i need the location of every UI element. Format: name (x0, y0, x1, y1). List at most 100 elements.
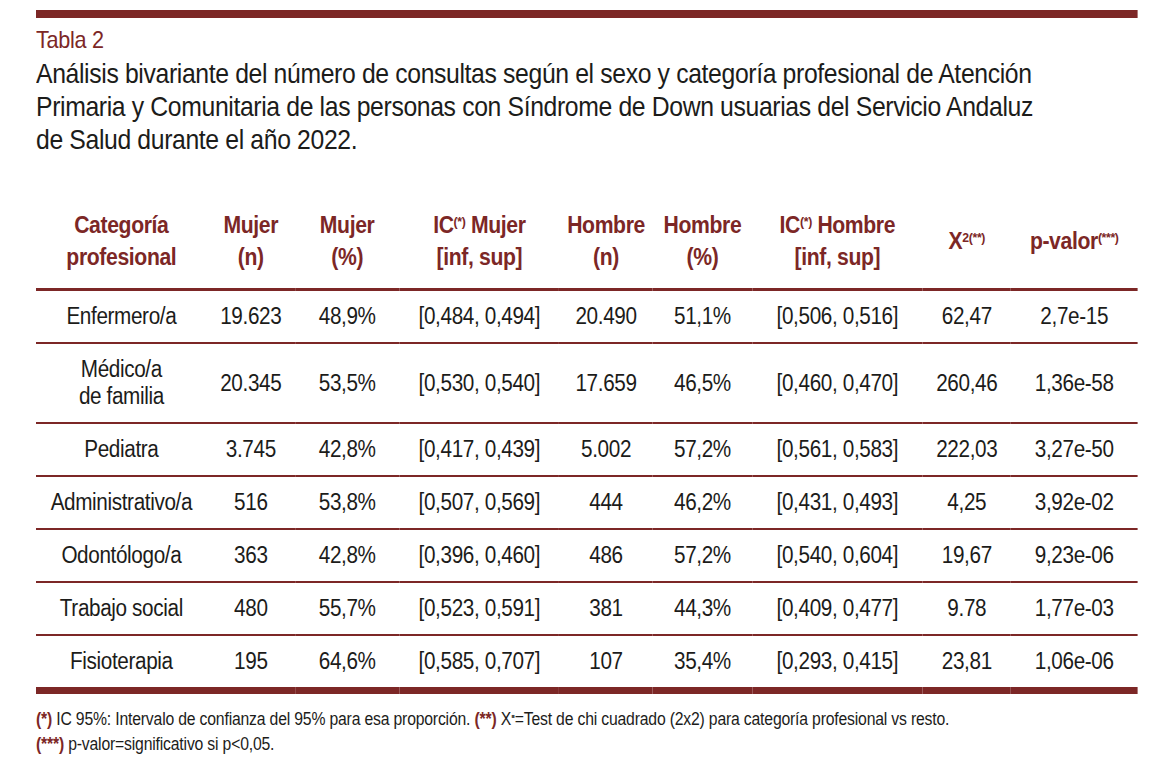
cell-hombre-n: 444 (559, 476, 653, 529)
cell-ic-mujer: [0,507, 0,569] (400, 476, 560, 529)
table-row: Médico/a de familia 20.345 53,5% [0,530,… (36, 343, 1138, 423)
cell-mujer-n: 480 (207, 582, 295, 635)
col-header-mujer-pct: Mujer (%) (295, 206, 400, 289)
cell-chi2: 19,67 (923, 529, 1011, 582)
col-header-ic-mujer: IC(*) Mujer [inf, sup] (400, 206, 560, 289)
cell-hombre-n: 20.490 (559, 290, 653, 344)
cell-p-valor: 3,92e-02 (1011, 476, 1138, 529)
cell-mujer-n: 19.623 (207, 290, 295, 344)
footnote-marker-double-asterisk: (**) (474, 709, 496, 729)
cell-ic-mujer: [0,396, 0,460] (400, 529, 560, 582)
cell-ic-hombre: [0,409, 0,477] (752, 582, 923, 635)
col-header-ic-hombre: IC(*) Hombre[inf, sup] (752, 206, 923, 289)
cell-chi2: 222,03 (923, 423, 1011, 476)
cell-hombre-n: 107 (559, 635, 653, 691)
col-header-hombre-n: Hombre (n) (559, 206, 653, 289)
footnote-marker-asterisk: (*) (36, 709, 52, 729)
chi2-sup: 2(**) (962, 230, 985, 245)
cell-mujer-pct: 48,9% (295, 290, 400, 344)
footnote-line-2: (***) p-valor=significativo si p<0,05. (36, 732, 1138, 757)
table-row: Administrativo/a 516 53,8% [0,507, 0,569… (36, 476, 1138, 529)
cell-hombre-pct: 57,2% (653, 423, 752, 476)
table-row: Trabajo social 480 55,7% [0,523, 0,591] … (36, 582, 1138, 635)
cell-hombre-pct: 44,3% (653, 582, 752, 635)
cell-p-valor: 2,7e-15 (1011, 290, 1138, 344)
col-header-categoria-profesional: Categoría profesional (36, 206, 207, 289)
cell-ic-hombre: [0,506, 0,516] (752, 290, 923, 344)
cell-ic-hombre: [0,460, 0,470] (752, 343, 923, 423)
col-header-hombre-pct: Hombre (%) (653, 206, 752, 289)
cell-chi2: 62,47 (923, 290, 1011, 344)
cell-hombre-n: 17.659 (559, 343, 653, 423)
table-row: Enfermero/a 19.623 48,9% [0,484, 0,494] … (36, 290, 1138, 344)
cell-hombre-pct: 46,5% (653, 343, 752, 423)
footnote-line-1: (*) IC 95%: Intervalo de confianza del 9… (36, 707, 1138, 732)
cell-ic-mujer: [0,523, 0,591] (400, 582, 560, 635)
cell-mujer-n: 195 (207, 635, 295, 691)
table-row: Pediatra 3.745 42,8% [0,417, 0,439] 5.00… (36, 423, 1138, 476)
ic-mujer-after: Mujer (465, 212, 525, 238)
cell-categoria: Médico/a de familia (36, 343, 207, 423)
cell-p-valor: 1,06e-06 (1011, 635, 1138, 691)
cell-ic-mujer: [0,417, 0,439] (400, 423, 560, 476)
cell-hombre-pct: 35,4% (653, 635, 752, 691)
cell-p-valor: 1,77e-03 (1011, 582, 1138, 635)
cell-mujer-pct: 64,6% (295, 635, 400, 691)
cell-categoria: Pediatra (36, 423, 207, 476)
chi2-base: X (949, 228, 963, 254)
cell-ic-hombre: [0,293, 0,415] (752, 635, 923, 691)
cell-ic-mujer: [0,585, 0,707] (400, 635, 560, 691)
footnote-text-chi-pre: X (497, 709, 512, 729)
accent-bar (36, 10, 1138, 18)
ic-mujer-line2: [inf, sup] (400, 242, 558, 274)
ic-mujer-sup: (*) (454, 214, 466, 229)
cell-hombre-n: 5.002 (559, 423, 653, 476)
cell-ic-hombre: [0,540, 0,604] (752, 529, 923, 582)
cell-categoria: Odontólogo/a (36, 529, 207, 582)
cell-categoria: Trabajo social (36, 582, 207, 635)
col-header-mujer-n: Mujer (n) (207, 206, 295, 289)
footnotes: (*) IC 95%: Intervalo de confianza del 9… (36, 707, 1138, 756)
cell-hombre-pct: 46,2% (653, 476, 752, 529)
cell-categoria: Enfermero/a (36, 290, 207, 344)
cell-mujer-n: 20.345 (207, 343, 295, 423)
cell-p-valor: 3,27e-50 (1011, 423, 1138, 476)
cell-mujer-pct: 53,5% (295, 343, 400, 423)
table-row: Fisioterapia 195 64,6% [0,585, 0,707] 10… (36, 635, 1138, 691)
cell-hombre-pct: 57,2% (653, 529, 752, 582)
cell-mujer-pct: 53,8% (295, 476, 400, 529)
cell-p-valor: 1,36e-58 (1011, 343, 1138, 423)
cell-categoria: Fisioterapia (36, 635, 207, 691)
pvalor-base: p-valor (1030, 228, 1098, 254)
ic-mujer-base: IC (433, 212, 453, 238)
cell-ic-mujer: [0,484, 0,494] (400, 290, 560, 344)
cell-p-valor: 9,23e-06 (1011, 529, 1138, 582)
cell-mujer-n: 363 (207, 529, 295, 582)
cell-chi2: 23,81 (923, 635, 1011, 691)
cell-mujer-pct: 55,7% (295, 582, 400, 635)
footnote-text-chi-post: =Test de chi cuadrado (2x2) para categor… (515, 709, 950, 729)
cell-hombre-n: 486 (559, 529, 653, 582)
footnote-text-pvalor: p-valor=significativo si p<0,05. (64, 734, 274, 754)
ic-hombre-line2: [inf, sup] (753, 242, 922, 274)
footnote-marker-triple-asterisk: (***) (36, 734, 64, 754)
cell-hombre-n: 381 (559, 582, 653, 635)
cell-chi2: 9.78 (923, 582, 1011, 635)
cell-hombre-pct: 51,1% (653, 290, 752, 344)
content-wrapper: Tabla 2 Análisis bivariante del número d… (0, 10, 1174, 756)
col-header-chi2: X2(**) (923, 206, 1011, 289)
table-row: Odontólogo/a 363 42,8% [0,396, 0,460] 48… (36, 529, 1138, 582)
table-label: Tabla 2 (36, 27, 1138, 53)
table-title: Análisis bivariante del número de consul… (36, 57, 1138, 156)
footnote-text-ic: IC 95%: Intervalo de confianza del 95% p… (52, 709, 474, 729)
cell-chi2: 4,25 (923, 476, 1011, 529)
cell-ic-hombre: [0,431, 0,493] (752, 476, 923, 529)
pvalor-sup: (***) (1098, 230, 1119, 245)
ic-hombre-sup: (*) (800, 214, 812, 229)
cell-mujer-n: 3.745 (207, 423, 295, 476)
header-row: Categoría profesional Mujer (n) Mujer (%… (36, 206, 1138, 289)
data-table: Categoría profesional Mujer (n) Mujer (%… (36, 206, 1138, 694)
cell-categoria: Administrativo/a (36, 476, 207, 529)
cell-ic-hombre: [0,561, 0,583] (752, 423, 923, 476)
page: Tabla 2 Análisis bivariante del número d… (0, 10, 1174, 762)
